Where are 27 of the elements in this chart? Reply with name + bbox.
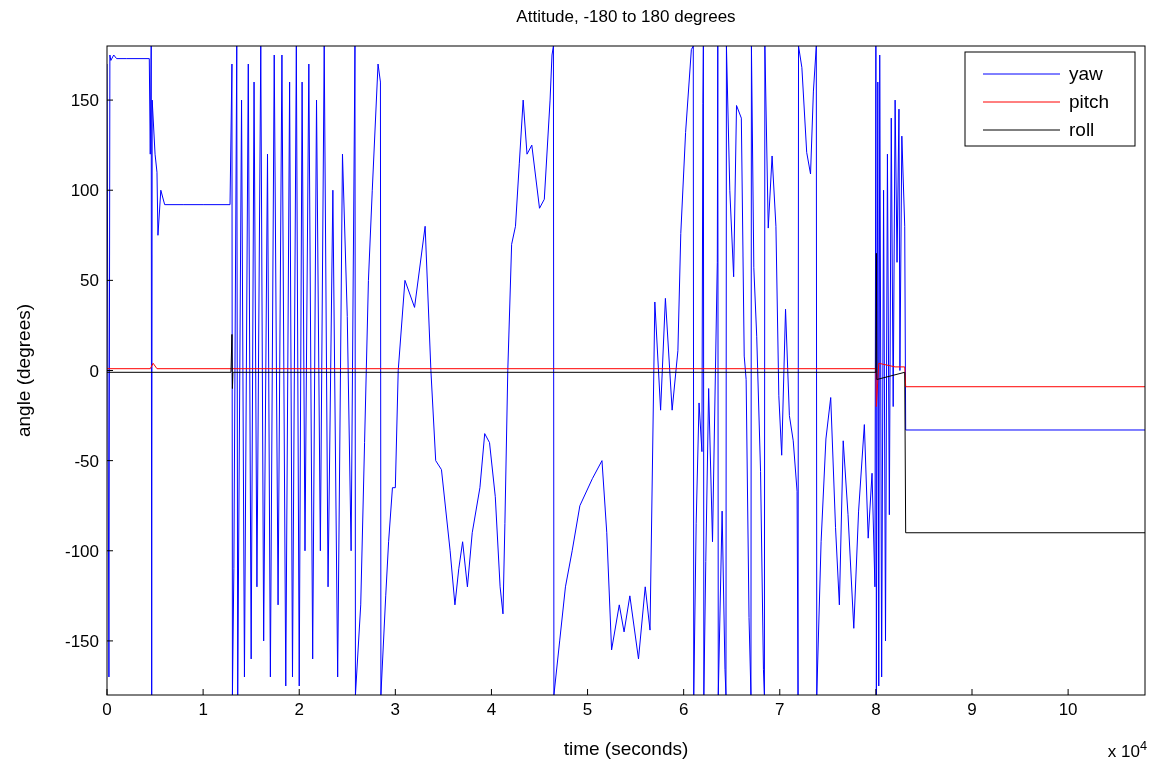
y-tick-label: 0 — [89, 361, 99, 381]
legend-label: pitch — [1069, 91, 1110, 112]
y-tick-label: 100 — [70, 181, 99, 201]
line-series — [107, 362, 1145, 408]
chart-title: Attitude, -180 to 180 degrees — [516, 7, 736, 26]
x-tick-label: 1 — [198, 700, 208, 719]
x-tick-label: 10 — [1058, 700, 1078, 719]
y-tick-label: 50 — [80, 271, 99, 291]
legend-label: roll — [1069, 119, 1095, 140]
y-tick-label: -50 — [74, 451, 99, 471]
x-tick-label: 4 — [486, 700, 497, 719]
x-axis-title: time (seconds) — [563, 738, 689, 759]
y-axis-title: angle (degrees) — [13, 303, 34, 438]
y-tick-label: 150 — [70, 91, 99, 111]
y-tick-label: -150 — [64, 631, 99, 651]
text: x 10$^{4}$ — [1107, 737, 1147, 761]
y-tick-label: -100 — [64, 541, 99, 561]
x-tick-label: 0 — [102, 700, 112, 719]
x-tick-label: 8 — [871, 700, 881, 719]
x-tick-label: 9 — [967, 700, 977, 719]
legend-label: yaw — [1069, 63, 1104, 84]
line-series — [107, 46, 1145, 695]
x-tick-label: 6 — [678, 700, 689, 719]
x-tick-label: 7 — [775, 700, 785, 719]
x-tick-label: 2 — [294, 700, 304, 719]
x-tick-label: 3 — [390, 700, 401, 719]
x-tick-label: 5 — [582, 700, 593, 719]
